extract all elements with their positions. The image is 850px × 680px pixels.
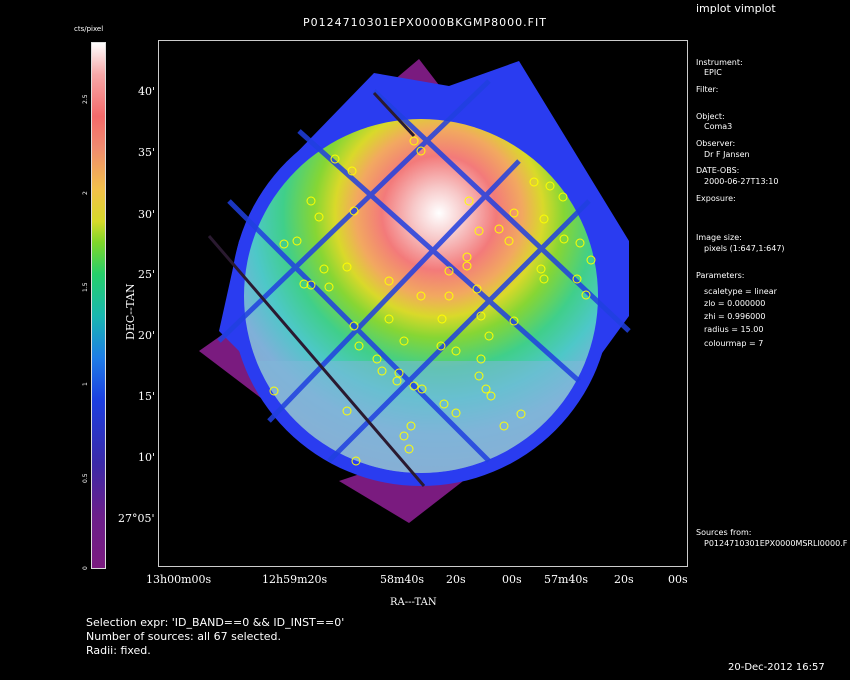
x-tick-label: 20s [614, 573, 634, 586]
radii-mode: Radii: fixed. [86, 644, 151, 657]
observer-label: Observer: [696, 139, 736, 148]
x-tick-label: 57m40s [544, 573, 589, 586]
object-value: Coma3 [704, 122, 733, 131]
y-tick-label: 20' [138, 329, 156, 342]
colorbar-tick: 0 [82, 566, 89, 570]
observer-value: Dr F Jansen [704, 150, 750, 159]
instrument-label: Instrument: [696, 58, 743, 67]
instrument-value: EPIC [704, 68, 722, 77]
x-tick-label: 13h00m00s [146, 573, 212, 586]
y-tick-label: 30' [138, 208, 156, 221]
y-tick-label: 27°05' [118, 512, 155, 525]
param-radius: radius = 15.00 [704, 325, 764, 334]
param-colourmap: colourmap = 7 [704, 339, 764, 348]
y-tick-label: 10' [138, 451, 156, 464]
x-tick-label: 00s [502, 573, 522, 586]
colorbar-units: cts/pixel [74, 25, 104, 33]
y-tick-label: 15' [138, 390, 156, 403]
x-tick-label: 58m40s [380, 573, 425, 586]
y-tick-label: 40' [138, 85, 156, 98]
selection-expression: Selection expr: 'ID_BAND==0 && ID_INST==… [86, 616, 345, 629]
x-axis-label: RA---TAN [390, 597, 437, 608]
colorbar [91, 42, 106, 569]
timestamp: 20-Dec-2012 16:57 [728, 662, 825, 673]
sources-file: P0124710301EPX0000MSRLI0000.F [704, 539, 848, 548]
bad-columns [207, 91, 426, 487]
date-value: 2000-06-27T13:10 [704, 177, 779, 186]
source-count: Number of sources: all 67 selected. [86, 630, 282, 643]
colorbar-tick: 0.5 [82, 473, 89, 483]
image-title: P0124710301EPX0000BKGMP8000.FIT [303, 16, 547, 29]
app-title: implot vimplot [696, 2, 776, 15]
date-label: DATE-OBS: [696, 166, 740, 175]
exposure-label: Exposure: [696, 194, 736, 203]
object-label: Object: [696, 112, 725, 121]
source-markers [269, 136, 596, 466]
colorbar-tick: 1 [82, 382, 89, 386]
colorbar-tick: 1.5 [82, 282, 89, 292]
colorbar-tick: 2 [82, 191, 89, 195]
param-zhi: zhi = 0.996000 [704, 312, 766, 321]
param-zlo: zlo = 0.000000 [704, 299, 766, 308]
y-tick-label: 25' [138, 268, 156, 281]
image-size-label: Image size: [696, 233, 742, 242]
colorbar-tick: 2.5 [82, 94, 89, 104]
x-tick-label: 00s [668, 573, 688, 586]
filter-label: Filter: [696, 85, 719, 94]
y-tick-label: 35' [138, 146, 156, 159]
sources-label: Sources from: [696, 528, 752, 537]
x-tick-label: 20s [446, 573, 466, 586]
y-axis-label: DEC--TAN [124, 283, 137, 340]
x-tick-label: 12h59m20s [262, 573, 328, 586]
image-size-value: pixels (1:647,1:647) [704, 244, 785, 253]
parameters-label: Parameters: [696, 271, 745, 280]
xray-image [199, 59, 631, 523]
image-plot [158, 40, 688, 567]
param-scaletype: scaletype = linear [704, 287, 777, 296]
